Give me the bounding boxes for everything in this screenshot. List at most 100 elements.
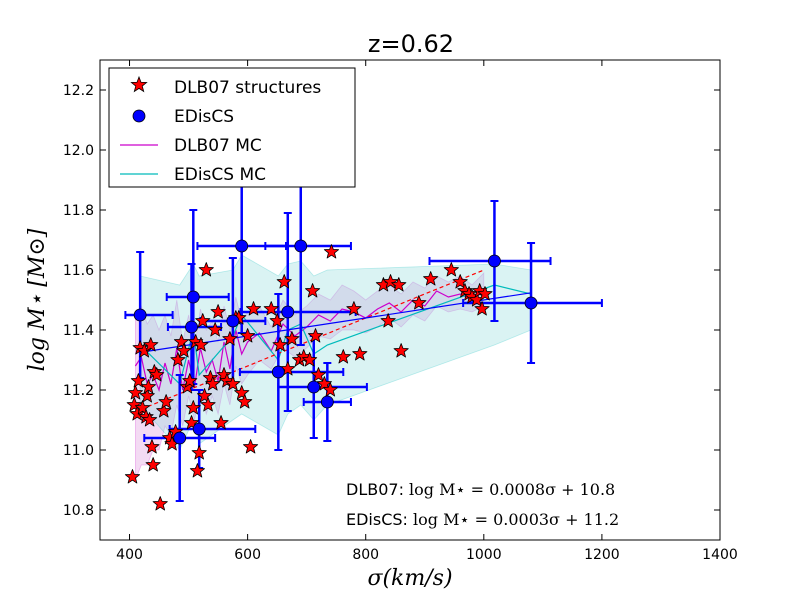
star-point-12: [143, 337, 159, 352]
star-point-67: [322, 382, 338, 397]
legend-box: [108, 67, 356, 188]
circle-point-10: [307, 380, 321, 394]
star-point-25: [176, 343, 192, 358]
star-point-29: [185, 400, 201, 415]
annotation-ediscs-label: EDisCS:: [346, 510, 413, 529]
star-point-11: [142, 412, 158, 427]
legend: DLB07 structures EDisCS DLB07 MC EDisCS MC: [108, 67, 356, 188]
star-point-55: [269, 313, 285, 328]
star-point-75: [391, 277, 407, 292]
star-point-53: [245, 301, 262, 316]
plot-frame: [99, 59, 721, 541]
annotation-dlb07-formula: log M⋆ = 0.0008σ + 10.8: [409, 480, 615, 499]
star-point-33: [193, 337, 209, 352]
annotation-ediscs-formula: log M⋆ = 0.0003σ + 11.2: [413, 510, 619, 529]
star-point-36: [198, 262, 214, 277]
x-axis-label: σ(km/s): [367, 566, 452, 591]
star-point-76: [393, 343, 409, 358]
star-point-40: [207, 322, 223, 337]
y-tick-label-4: 11.6: [63, 263, 94, 279]
star-point-1: [126, 397, 142, 412]
circle-point-6: [235, 239, 249, 253]
star-point-4: [130, 373, 146, 388]
circle-point-8: [281, 305, 295, 319]
star-point-31: [189, 463, 205, 478]
star-point-42: [213, 415, 229, 430]
star-point-64: [307, 328, 324, 343]
star-point-24: [173, 334, 190, 349]
star-point-18: [156, 403, 172, 418]
star-point-69: [335, 349, 351, 364]
circle-point-13: [524, 296, 538, 310]
star-point-41: [210, 304, 226, 319]
star-point-32: [191, 445, 207, 460]
chart-title: z=0.62: [368, 30, 454, 58]
x-tick-label-1: 600: [234, 547, 261, 563]
star-point-0: [124, 469, 141, 484]
circle-point-5: [226, 314, 240, 328]
star-point-16: [149, 367, 165, 382]
star-point-86: [474, 301, 490, 316]
star-point-14: [145, 457, 161, 472]
star-point-74: [382, 274, 399, 289]
legend-label: EDisCS: [174, 107, 234, 127]
star-point-80: [452, 274, 468, 289]
star-point-45: [222, 331, 238, 346]
y-tick-label-6: 12.0: [63, 143, 94, 159]
y-axis-label: log M⋆ [M⊙]: [25, 228, 50, 371]
star-point-6: [134, 400, 151, 415]
star-point-49: [234, 385, 250, 400]
y-tick-label-5: 11.8: [63, 203, 94, 219]
star-point-66: [316, 376, 332, 391]
star-point-87: [477, 286, 493, 301]
y-tick-label-0: 10.8: [63, 503, 94, 519]
annotation-dlb07: DLB07: log M⋆ = 0.0008σ + 10.8: [346, 480, 615, 499]
star-point-78: [423, 271, 439, 286]
x-tick-label-5: 1400: [702, 547, 738, 563]
y-tick-label-3: 11.4: [63, 323, 94, 339]
circle-point-0: [133, 308, 147, 322]
star-point-62: [302, 352, 318, 367]
circle-point-1: [173, 431, 187, 445]
circle-point-3: [186, 290, 200, 304]
star-point-63: [305, 283, 321, 298]
star-point-35: [196, 388, 213, 403]
y-tick-label-7: 12.2: [63, 83, 94, 99]
star-point-39: [205, 376, 221, 391]
fit-annotations: DLB07: log M⋆ = 0.0008σ + 10.8 EDisCS: l…: [346, 480, 619, 529]
star-point-13: [144, 439, 160, 454]
star-point-79: [443, 262, 459, 277]
circle-point-11: [320, 395, 334, 409]
legend-circle-marker: [132, 109, 146, 123]
star-point-46: [225, 376, 241, 391]
star-point-73: [380, 313, 396, 328]
star-point-56: [272, 337, 288, 352]
legend-item-ediscs-mc: EDisCS MC: [120, 165, 266, 185]
star-point-17: [152, 496, 168, 511]
y-tick-label-1: 11.0: [63, 443, 94, 459]
star-point-2: [127, 385, 143, 400]
circle-point-9: [294, 239, 308, 253]
x-tick-label-0: 400: [116, 547, 143, 563]
legend-star-marker: [130, 75, 148, 93]
star-point-27: [182, 373, 198, 388]
circle-point-4: [192, 422, 206, 436]
star-point-19: [158, 394, 174, 409]
star-point-52: [243, 439, 259, 454]
star-point-71: [352, 346, 368, 361]
star-point-37: [200, 397, 216, 412]
star-point-9: [139, 388, 155, 403]
circle-point-2: [185, 320, 198, 334]
star-point-50: [237, 394, 253, 409]
star-markers: [124, 244, 493, 511]
star-point-57: [276, 274, 292, 289]
legend-item-dlb07-mc: DLB07 MC: [120, 136, 262, 156]
star-point-59: [284, 331, 300, 346]
star-point-58: [280, 361, 296, 376]
star-point-77: [411, 295, 427, 310]
circle-markers: [133, 239, 538, 445]
star-point-70: [346, 301, 362, 316]
legend-label: DLB07 MC: [174, 136, 262, 156]
legend-item-dlb07-structures: DLB07 structures: [130, 75, 321, 98]
